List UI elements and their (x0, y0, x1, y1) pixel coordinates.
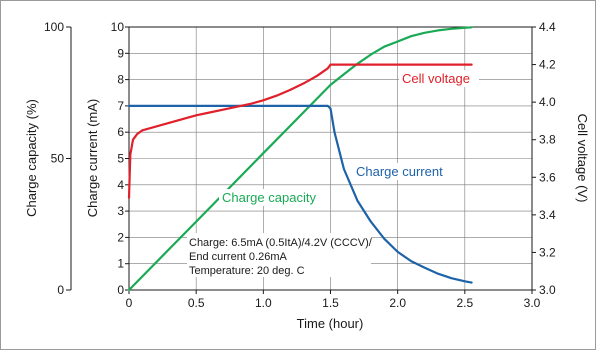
voltage-tick-label: 4.4 (539, 20, 556, 34)
charge-capacity-label: Charge capacity (222, 190, 316, 205)
current-tick-label: 2 (117, 230, 124, 244)
current-tick-label: 4 (117, 178, 124, 192)
ticks: 0 0.5 1.0 1.5 2.0 2.5 3.0 0 1 2 3 4 5 6 7 8 9 10 3.0 3.2 3.4… (44, 20, 556, 310)
capacity-tick-label: 100 (44, 20, 64, 34)
conditions-note: Charge: 6.5mA (0.5ItA)/4.2V (CCCV)/ End … (187, 233, 373, 277)
charge-current-label-bg (354, 163, 452, 180)
cell-voltage-line (127, 63, 473, 199)
x-tick-label: 1.5 (322, 296, 339, 310)
cell-voltage-label-bg (399, 70, 479, 87)
capacity-tick-label: 0 (57, 283, 64, 297)
x-axis-label: Time (hour) (297, 316, 364, 331)
voltage-tick-label: 4.0 (539, 95, 556, 109)
current-axis-label: Charge current (mA) (85, 99, 100, 217)
x-tick-label: 0 (126, 296, 133, 310)
series-lines (127, 26, 473, 292)
current-tick-label: 1 (117, 257, 124, 271)
charge-capacity-line (127, 26, 473, 292)
charge-current-label: Charge current (356, 164, 443, 179)
conditions-line-2: End current 0.26mA (189, 251, 287, 263)
voltage-tick-label: 3.8 (539, 133, 556, 147)
conditions-line-3: Temperature: 20 deg. C (189, 265, 305, 277)
voltage-axis-label: Cell voltage (V) (575, 114, 590, 203)
voltage-tick-label: 4.2 (539, 58, 556, 72)
x-tick-label: 1.0 (255, 296, 272, 310)
voltage-tick-label: 3.0 (539, 283, 556, 297)
conditions-note-bg (187, 233, 371, 277)
current-tick-label: 3 (117, 204, 124, 218)
x-tick-label: 2.5 (456, 296, 473, 310)
voltage-tick-label: 3.4 (539, 208, 556, 222)
conditions-line-1: Charge: 6.5mA (0.5ItA)/4.2V (CCCV)/ (189, 237, 373, 249)
capacity-axis-label: Charge capacity (%) (24, 99, 39, 217)
charge-capacity-label-bg (219, 189, 323, 206)
current-tick-label: 7 (117, 99, 124, 113)
charge-current-line (127, 104, 473, 284)
capacity-tick-label: 50 (51, 152, 65, 166)
cell-voltage-label: Cell voltage (402, 71, 470, 86)
current-tick-label: 5 (117, 152, 124, 166)
x-tick-label: 3.0 (524, 296, 541, 310)
current-tick-label: 10 (111, 20, 125, 34)
current-tick-label: 6 (117, 125, 124, 139)
current-tick-label: 9 (117, 46, 124, 60)
x-tick-label: 0.5 (188, 296, 205, 310)
voltage-tick-label: 3.6 (539, 170, 556, 184)
current-tick-label: 8 (117, 73, 124, 87)
current-tick-label: 0 (117, 283, 124, 297)
x-tick-label: 2.0 (389, 296, 406, 310)
voltage-tick-label: 3.2 (539, 245, 556, 259)
